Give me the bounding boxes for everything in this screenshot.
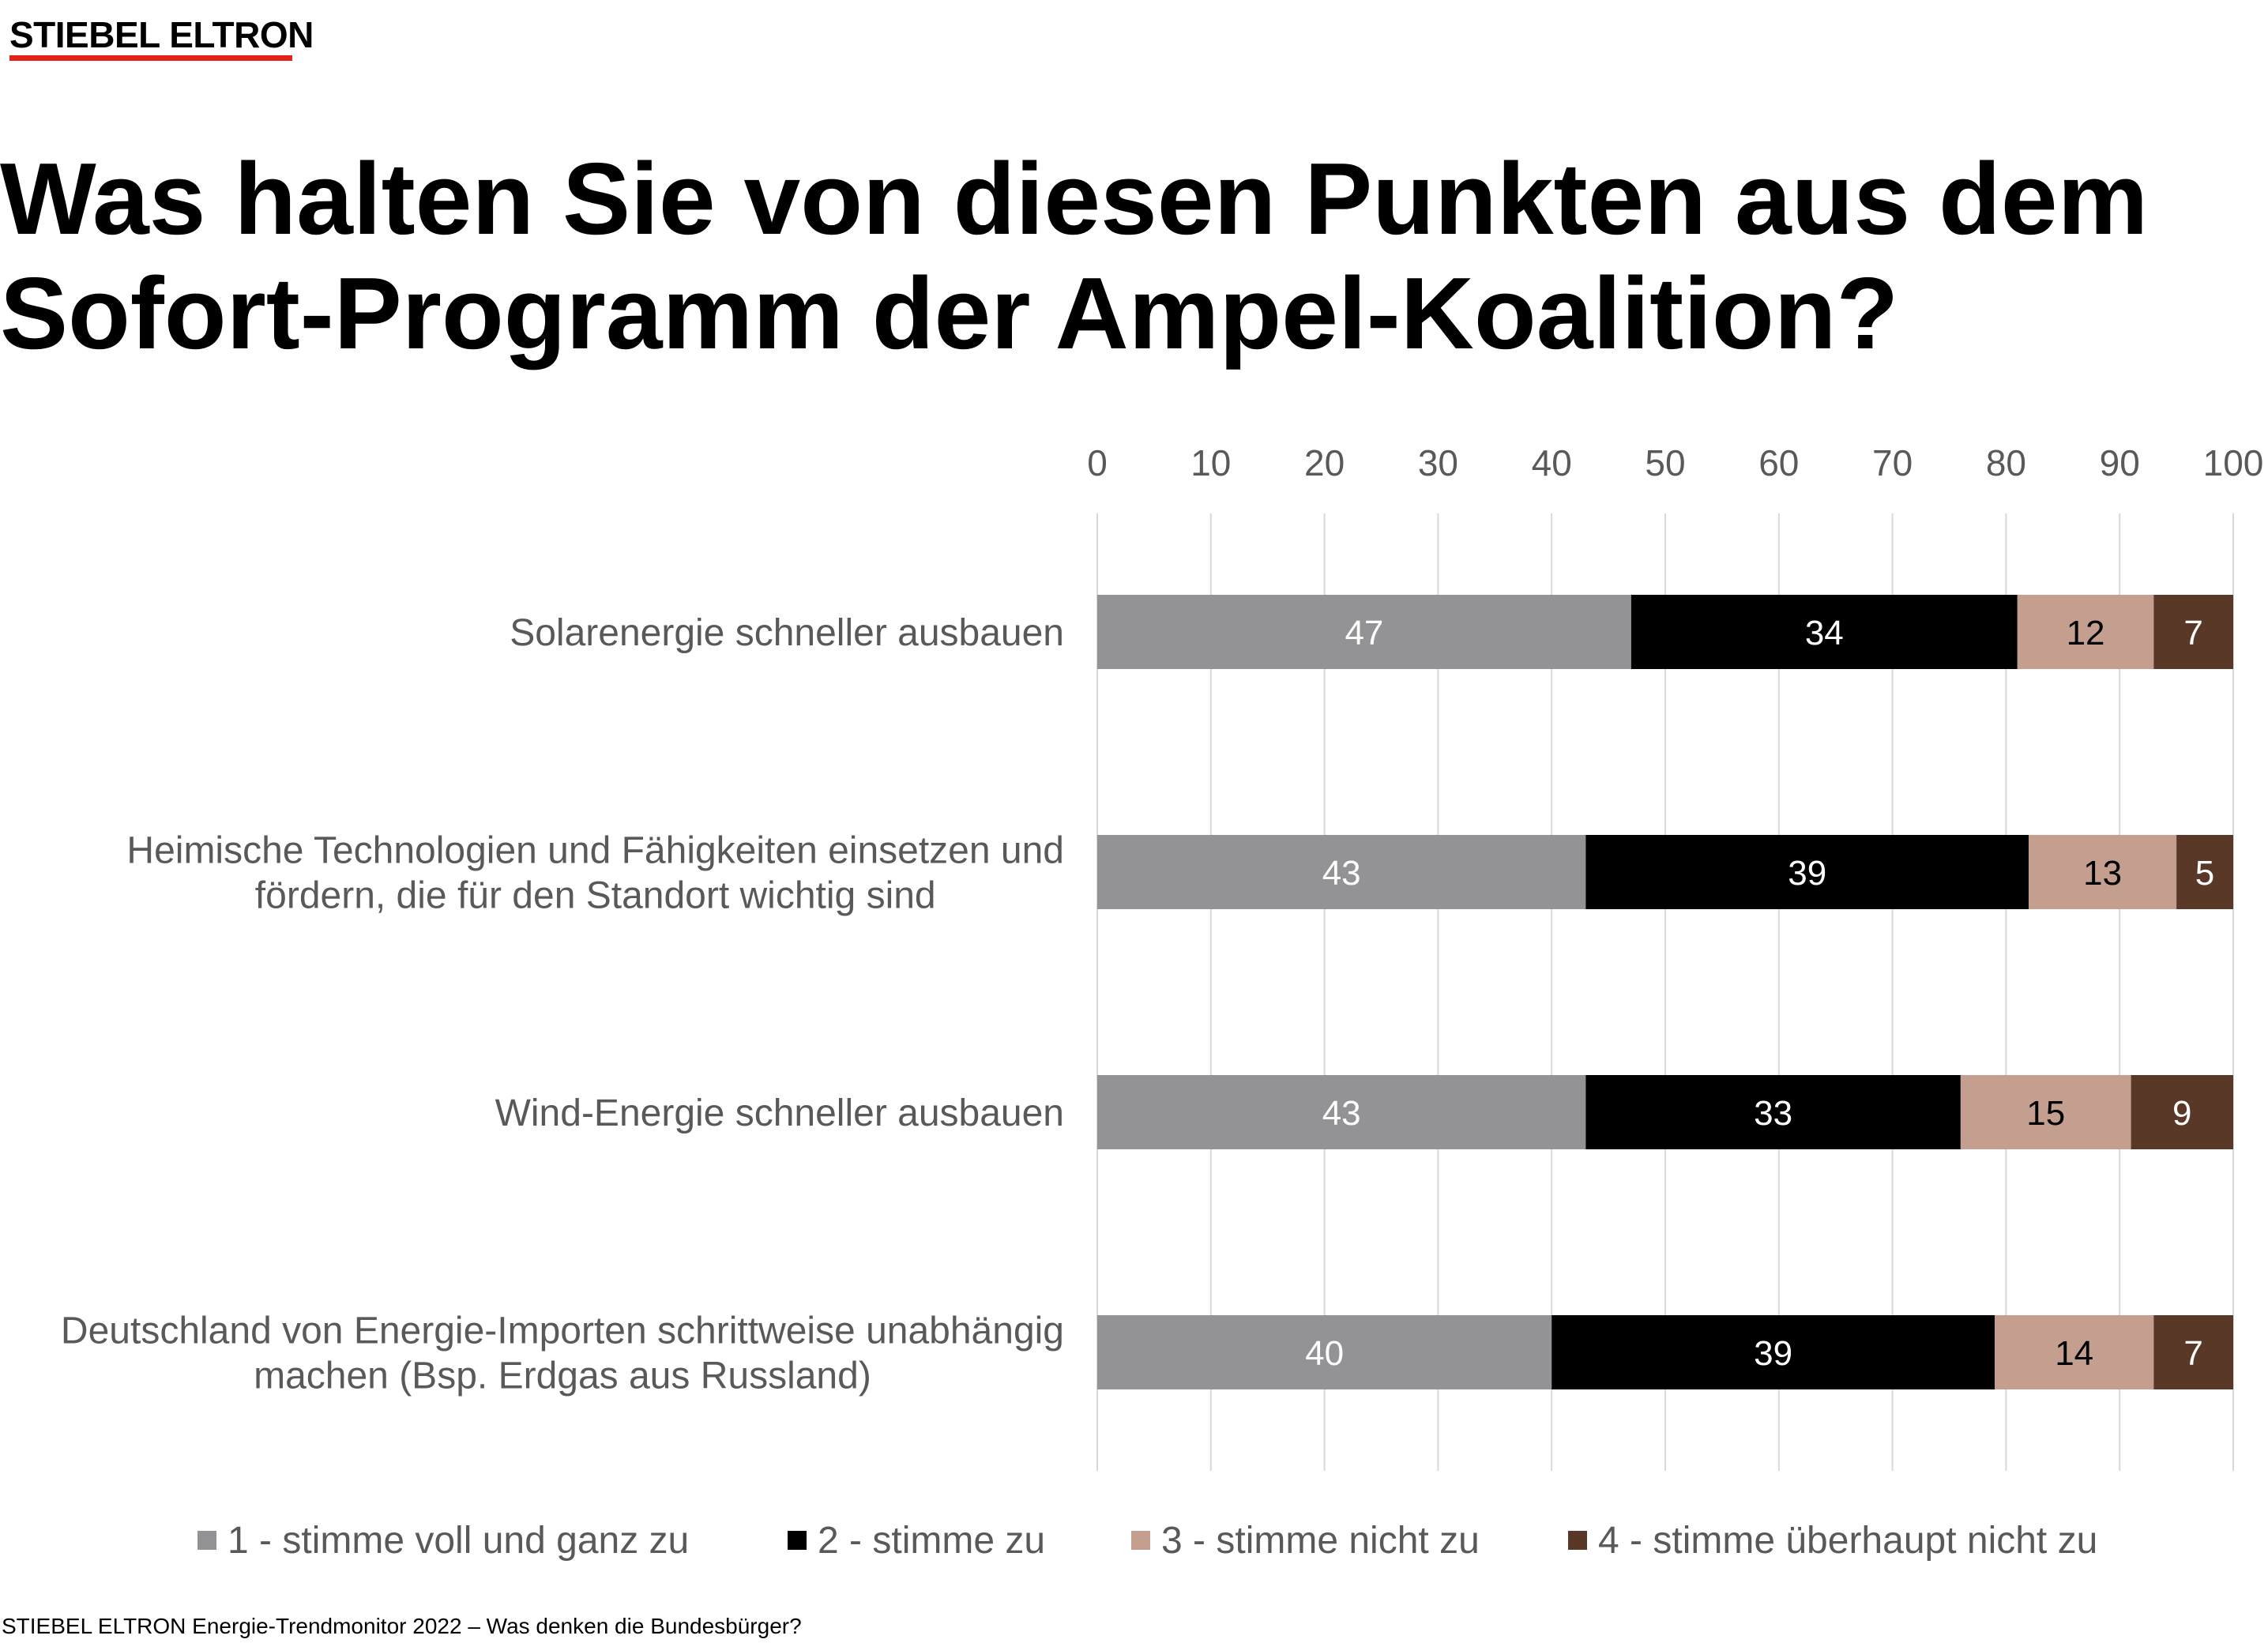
page-title-line-2: Sofort-Programm der Ampel-Koalition?: [0, 257, 1899, 370]
bar-segment: [2029, 835, 2177, 909]
bar-value-label: 34: [1805, 614, 1844, 652]
legend-swatch: [1568, 1531, 1587, 1550]
x-tick-label: 80: [1986, 442, 2026, 483]
bar-value-label: 15: [2026, 1094, 2065, 1133]
legend-item: 2 - stimme zu: [788, 1509, 1045, 1572]
legend-label: 2 - stimme zu: [818, 1519, 1046, 1562]
bar-value-label: 5: [2195, 854, 2214, 893]
bar-value-label: 39: [1788, 854, 1826, 893]
x-tick-label: 10: [1190, 442, 1231, 483]
brand-logo-underline: [9, 55, 292, 61]
bar-segment: [1585, 835, 2029, 909]
brand-logo-text: STIEBEL ELTRON: [9, 14, 314, 55]
legend-swatch: [197, 1531, 216, 1550]
bar-value-label: 12: [2067, 614, 2105, 652]
x-tick-label: 50: [1645, 442, 1685, 483]
bar-value-label: 43: [1322, 854, 1361, 893]
bar-row: 43 33 15 9: [1097, 1075, 2233, 1149]
bar-segment: [1097, 835, 1586, 909]
bar-value-label: 40: [1305, 1334, 1344, 1373]
legend-swatch: [1131, 1531, 1150, 1550]
bar-row: 43 39 13 5: [1097, 835, 2233, 909]
x-tick-label: 70: [1872, 442, 1913, 483]
legend-swatch: [788, 1531, 807, 1550]
page-title: Was halten Sie von diesen Punkten aus de…: [0, 142, 2259, 371]
bar-segment: [2153, 595, 2233, 669]
bar-value-label: 7: [2183, 614, 2202, 652]
category-label: Deutschland von Energie-Importen schritt…: [61, 1310, 1064, 1397]
legend-label: 3 - stimme nicht zu: [1161, 1519, 1480, 1562]
legend-label: 4 - stimme überhaupt nicht zu: [1598, 1519, 2098, 1562]
bar-segment: [1960, 1075, 2131, 1149]
legend-item: 1 - stimme voll und ganz zu: [197, 1509, 689, 1572]
bar-value-label: 14: [2055, 1334, 2093, 1373]
bar-value-label: 47: [1345, 614, 1383, 652]
category-label: Heimische Technologien und Fähigkeiten e…: [126, 830, 1064, 917]
bar-row: 40 39 14 7: [1097, 1315, 2233, 1389]
brand-logo: STIEBEL ELTRON: [5, 6, 314, 61]
legend-item: 3 - stimme nicht zu: [1131, 1509, 1480, 1572]
bar-segment: [1097, 1075, 1586, 1149]
bar-segment: [1585, 1075, 1961, 1149]
source-footer: STIEBEL ELTRON Energie-Trendmonitor 2022…: [2, 1614, 802, 1638]
page-title-line-1: Was halten Sie von diesen Punkten aus de…: [0, 142, 2149, 256]
bar-segment: [2153, 1315, 2233, 1389]
y-axis-category-labels: Solarenergie schneller ausbauen Heimische…: [61, 612, 1064, 1397]
bar-segment: [1630, 595, 2018, 669]
bar-value-label: 43: [1322, 1094, 1361, 1133]
x-tick-label: 20: [1304, 442, 1345, 483]
x-tick-label: 0: [1087, 442, 1108, 483]
bar-value-label: 33: [1754, 1094, 1792, 1133]
chart-gridlines: [1096, 513, 2234, 1471]
bar-segment: [1995, 1315, 2154, 1389]
x-axis-tick-labels: 0 10 20 30 40 50 60 70 80 90 100: [1087, 442, 2263, 483]
x-tick-label: 60: [1758, 442, 1799, 483]
bar-segment: [2131, 1075, 2233, 1149]
legend-item: 4 - stimme überhaupt nicht zu: [1568, 1509, 2097, 1572]
bar-value-label: 39: [1754, 1334, 1792, 1373]
bar-value-label: 9: [2172, 1094, 2191, 1133]
chart-bars: 47 34 12 7 43 39 13 5 43 33 15 9 40 39 14 7: [1097, 595, 2233, 1389]
legend-label: 1 - stimme voll und ganz zu: [228, 1519, 690, 1562]
bar-value-label: 13: [2083, 854, 2122, 893]
x-tick-label: 100: [2203, 442, 2264, 483]
category-label: Wind-Energie schneller ausbauen: [495, 1092, 1064, 1134]
chart-legend: 1 - stimme voll und ganz zu 2 - stimme zu…: [0, 1509, 2268, 1572]
bar-segment: [2176, 835, 2233, 909]
x-tick-label: 40: [1532, 442, 1572, 483]
x-tick-label: 90: [2100, 442, 2140, 483]
bar-row: 47 34 12 7: [1097, 595, 2233, 669]
x-tick-label: 30: [1418, 442, 1458, 483]
bar-segment: [1551, 1315, 1995, 1389]
bar-segment: [1097, 595, 1631, 669]
bar-value-label: 7: [2183, 1334, 2202, 1373]
category-label: Solarenergie schneller ausbauen: [510, 612, 1064, 654]
bar-segment: [2017, 595, 2154, 669]
bar-segment: [1097, 1315, 1552, 1389]
